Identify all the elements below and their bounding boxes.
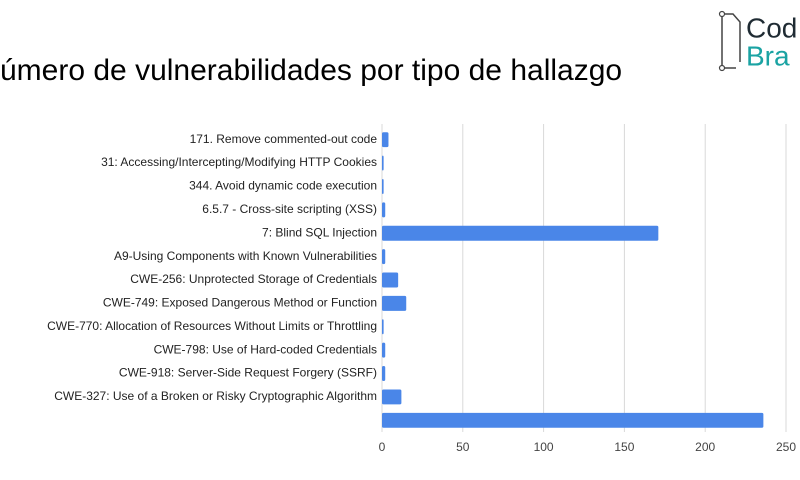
bar: [382, 295, 407, 311]
y-tick-label: 171. Remove commented-out code: [190, 132, 378, 146]
x-tick-label: 150: [614, 440, 634, 454]
bar: [382, 366, 386, 382]
bar: [382, 132, 389, 148]
bar: [382, 178, 384, 194]
slide-title: úmero de vulnerabilidades por tipo de ha…: [0, 54, 622, 87]
logo: Cod Bra: [718, 10, 797, 72]
y-tick-label: CWE-918: Server-Side Request Forgery (SS…: [119, 366, 377, 380]
x-tick-label: 50: [456, 440, 470, 454]
logo-text: Bra: [746, 40, 790, 71]
x-tick-label: 250: [776, 440, 796, 454]
logo-icon: [721, 13, 741, 69]
y-tick-label: CWE-256: Unprotected Storage of Credenti…: [130, 272, 377, 286]
y-tick-label: CWE-749: Exposed Dangerous Method or Fun…: [103, 296, 377, 310]
y-tick-label: 7: Blind SQL Injection: [262, 225, 377, 239]
y-tick-label: CWE-327: Use of a Broken or Risky Crypto…: [54, 389, 377, 403]
y-tick-label: 6.5.7 - Cross-site scripting (XSS): [202, 202, 377, 216]
bar: [382, 412, 764, 428]
y-tick-label: 344. Avoid dynamic code execution: [189, 179, 377, 193]
bar: [382, 272, 399, 288]
bar: [382, 319, 384, 335]
bar: [382, 155, 384, 171]
logo-dot: [718, 64, 726, 72]
logo-text: Cod: [746, 12, 797, 43]
y-tick-label: CWE-798: Use of Hard-coded Credentials: [154, 342, 377, 356]
y-tick-label: A9-Using Components with Known Vulnerabi…: [114, 249, 377, 263]
x-tick-label: 200: [695, 440, 715, 454]
bar: [382, 342, 386, 358]
bar: [382, 202, 386, 218]
y-tick-label: CWE-770: Allocation of Resources Without…: [47, 319, 377, 333]
logo-dot: [718, 10, 726, 18]
chart: 0 50 100 150 200 250 171. Remove commented-out…: [47, 124, 796, 454]
x-tick-label: 0: [379, 440, 386, 454]
y-tick-label: 31: Accessing/Intercepting/Modifying HTT…: [101, 155, 377, 169]
x-tick-label: 100: [534, 440, 554, 454]
bar: [382, 225, 659, 241]
bar: [382, 389, 402, 405]
bar: [382, 249, 386, 265]
